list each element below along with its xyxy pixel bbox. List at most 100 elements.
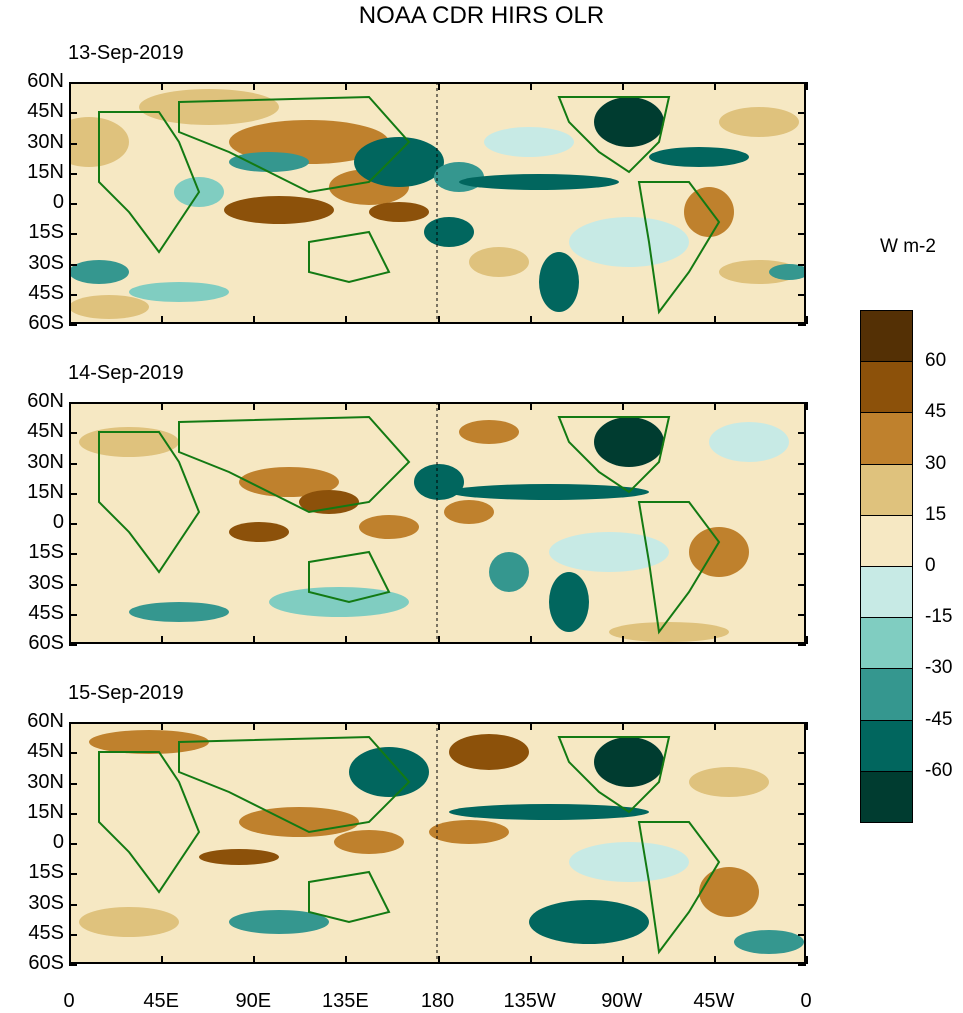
lon-tick [161,316,164,324]
lon-label-2: 90E [235,990,272,1012]
lat-tick [69,324,77,326]
lat-tick [798,324,806,326]
lon-tick [621,636,624,644]
lat-tick [69,293,77,296]
colorbar-box [860,566,913,619]
lon-tick [437,722,440,730]
lon-tick [806,636,808,644]
lon-tick [437,82,440,90]
lat-tick [798,172,806,175]
lat-tick [798,233,806,236]
lon-tick [345,722,348,730]
lon-tick [161,402,164,410]
colorbar-label: 15 [925,503,947,525]
lat-tick [798,843,806,845]
lon-tick [713,956,716,964]
lon-label-5: 135W [503,990,556,1012]
lat-tick [69,142,77,145]
lon-tick [253,722,256,730]
colorbar-box [860,617,913,670]
lon-label-4: 180 [420,990,455,1012]
lat-label-2-45N: 45N [27,420,64,443]
lat-tick [69,553,77,556]
lat-tick [69,462,77,465]
lat-tick [69,402,77,404]
lat-label-2-60S: 60S [28,632,64,654]
colorbar-label: -60 [925,759,953,781]
lat-label-1-30S: 30S [28,251,64,274]
lon-tick [806,722,808,730]
colorbar-label: 0 [925,555,936,576]
lat-label-2-30N: 30N [27,450,64,473]
lon-tick [253,636,256,644]
lon-tick [529,402,532,410]
lon-label-8: 0 [800,990,812,1012]
lat-label-1-15N: 15N [27,160,64,183]
lon-tick [621,82,624,90]
lon-tick [253,316,256,324]
colorbar-box [860,361,913,414]
lat-label-3-0: 0 [52,831,64,853]
lat-tick [69,523,77,525]
lat-label-1-60S: 60S [28,312,64,334]
lat-tick [69,492,77,495]
lat-tick [69,432,77,435]
lat-label-2-30S: 30S [28,571,64,594]
lat-label-3-15N: 15N [27,800,64,823]
lat-tick [798,203,806,205]
lat-tick [798,782,806,785]
lat-tick [69,172,77,175]
lon-tick [713,722,716,730]
lat-tick [798,432,806,435]
lon-tick [253,402,256,410]
lon-label-6: 90W [601,990,643,1012]
lat-label-1-45N: 45N [27,100,64,123]
lat-tick [798,492,806,495]
lon-tick [161,956,164,964]
colorbar-box [860,668,913,721]
lon-tick [529,636,532,644]
lat-tick [798,613,806,616]
lat-tick [69,843,77,845]
panel-date-3: 15-Sep-2019 [68,682,184,704]
lat-tick [798,293,806,296]
lon-tick [621,402,624,410]
lon-tick [713,82,716,90]
lat-label-3-60S: 60S [28,952,64,974]
lat-label-3-30N: 30N [27,770,64,793]
lat-label-1-0: 0 [52,191,64,213]
lon-tick [253,956,256,964]
lat-tick [69,722,77,724]
colorbar-label: -30 [925,657,953,679]
lon-tick [345,636,348,644]
lat-tick [798,583,806,586]
lon-tick [529,722,532,730]
colorbar-box [860,463,913,516]
lon-tick [437,636,440,644]
lon-tick [69,316,71,324]
lat-label-3-45N: 45N [27,740,64,763]
lat-tick [798,903,806,906]
lat-label-2-15N: 15N [27,480,64,503]
lat-label-1-45S: 45S [28,281,64,304]
olr-anomaly-map-2 [69,402,806,644]
lon-label-3: 135E [322,990,369,1012]
colorbar-box [860,770,913,823]
lon-tick [69,402,71,410]
lon-tick [713,316,716,324]
lon-tick [529,956,532,964]
lat-label-3-45S: 45S [28,921,64,944]
lat-label-2-60N: 60N [27,390,64,412]
lat-label-3-60N: 60N [27,710,64,732]
lat-tick [69,933,77,936]
lat-tick [69,112,77,115]
lon-tick [161,722,164,730]
lat-tick [798,462,806,465]
lat-tick [798,873,806,876]
lat-label-2-15S: 15S [28,541,64,564]
lat-tick [69,613,77,616]
lat-label-1-15S: 15S [28,221,64,244]
colorbar-label: 30 [925,452,947,474]
lon-tick [69,956,71,964]
lat-tick [798,142,806,145]
